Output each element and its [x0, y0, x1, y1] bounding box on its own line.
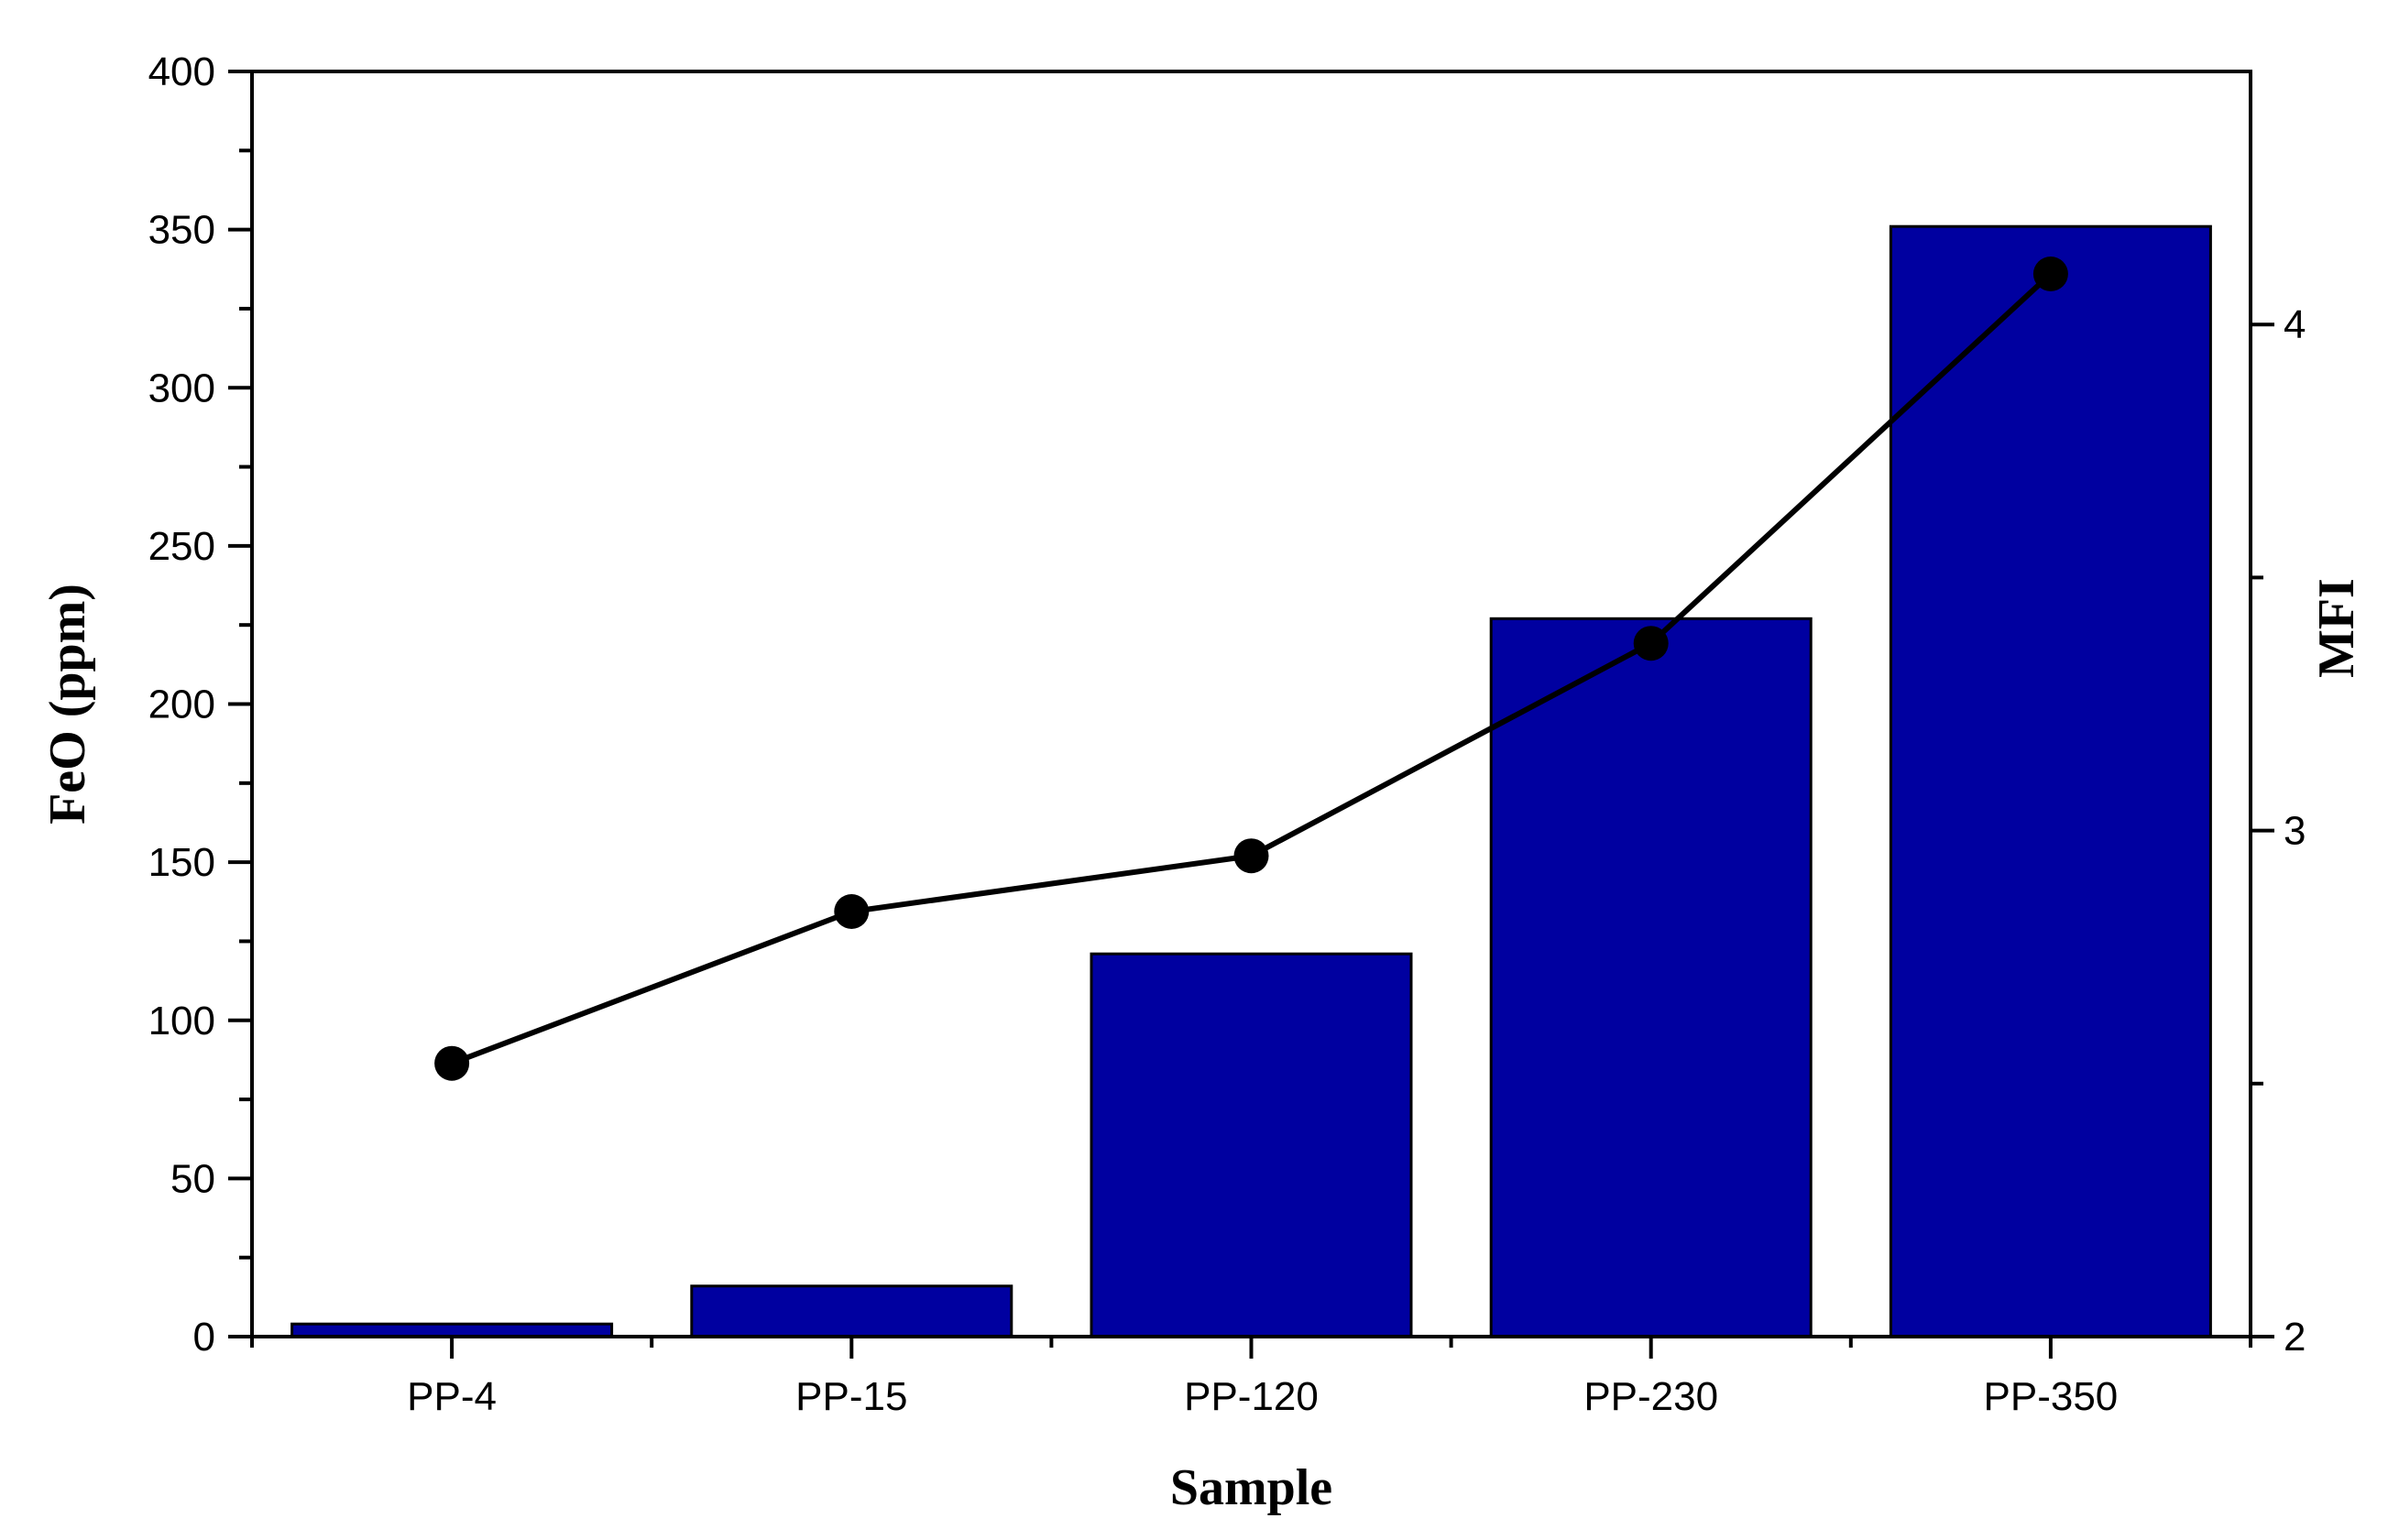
bar-pp-230 [1489, 617, 1813, 1338]
x-tick-label: PP-4 [407, 1374, 497, 1419]
x-tick-label: PP-230 [1583, 1374, 1718, 1419]
x-tick-label: PP-120 [1184, 1374, 1319, 1419]
bar-pp-350 [1889, 224, 2212, 1338]
x-tick-label: PP-15 [795, 1374, 907, 1419]
bar-pp-15 [690, 1284, 1013, 1338]
y-tick-label: 250 [148, 524, 215, 569]
y-tick-label: 350 [148, 208, 215, 253]
mfi-point-pp-15 [834, 894, 870, 929]
mfi-point-pp-230 [1633, 626, 1669, 661]
bar-pp-4 [290, 1322, 614, 1338]
y-tick-label: 0 [193, 1315, 215, 1360]
x-tick-label: PP-350 [1984, 1374, 2119, 1419]
y-axis-title: FeO (ppm) [39, 584, 96, 825]
y-tick-label: 50 [170, 1156, 215, 1201]
y-tick-label: 100 [148, 999, 215, 1043]
y-tick-label: 200 [148, 683, 215, 727]
x-axis-title: Sample [1170, 1459, 1332, 1516]
mfi-point-pp-350 [2032, 257, 2068, 291]
y2-tick-label: 2 [2284, 1315, 2306, 1360]
y-tick-label: 150 [148, 840, 215, 885]
mfi-point-pp-4 [434, 1045, 470, 1081]
bar-pp-120 [1090, 952, 1413, 1338]
y-tick-label: 400 [148, 49, 215, 94]
y2-axis-title: MFI [2308, 578, 2365, 678]
y-tick-label: 300 [148, 366, 215, 410]
y2-tick-label: 3 [2284, 809, 2306, 854]
mfi-point-pp-120 [1233, 838, 1269, 874]
y2-tick-label: 4 [2284, 302, 2306, 347]
